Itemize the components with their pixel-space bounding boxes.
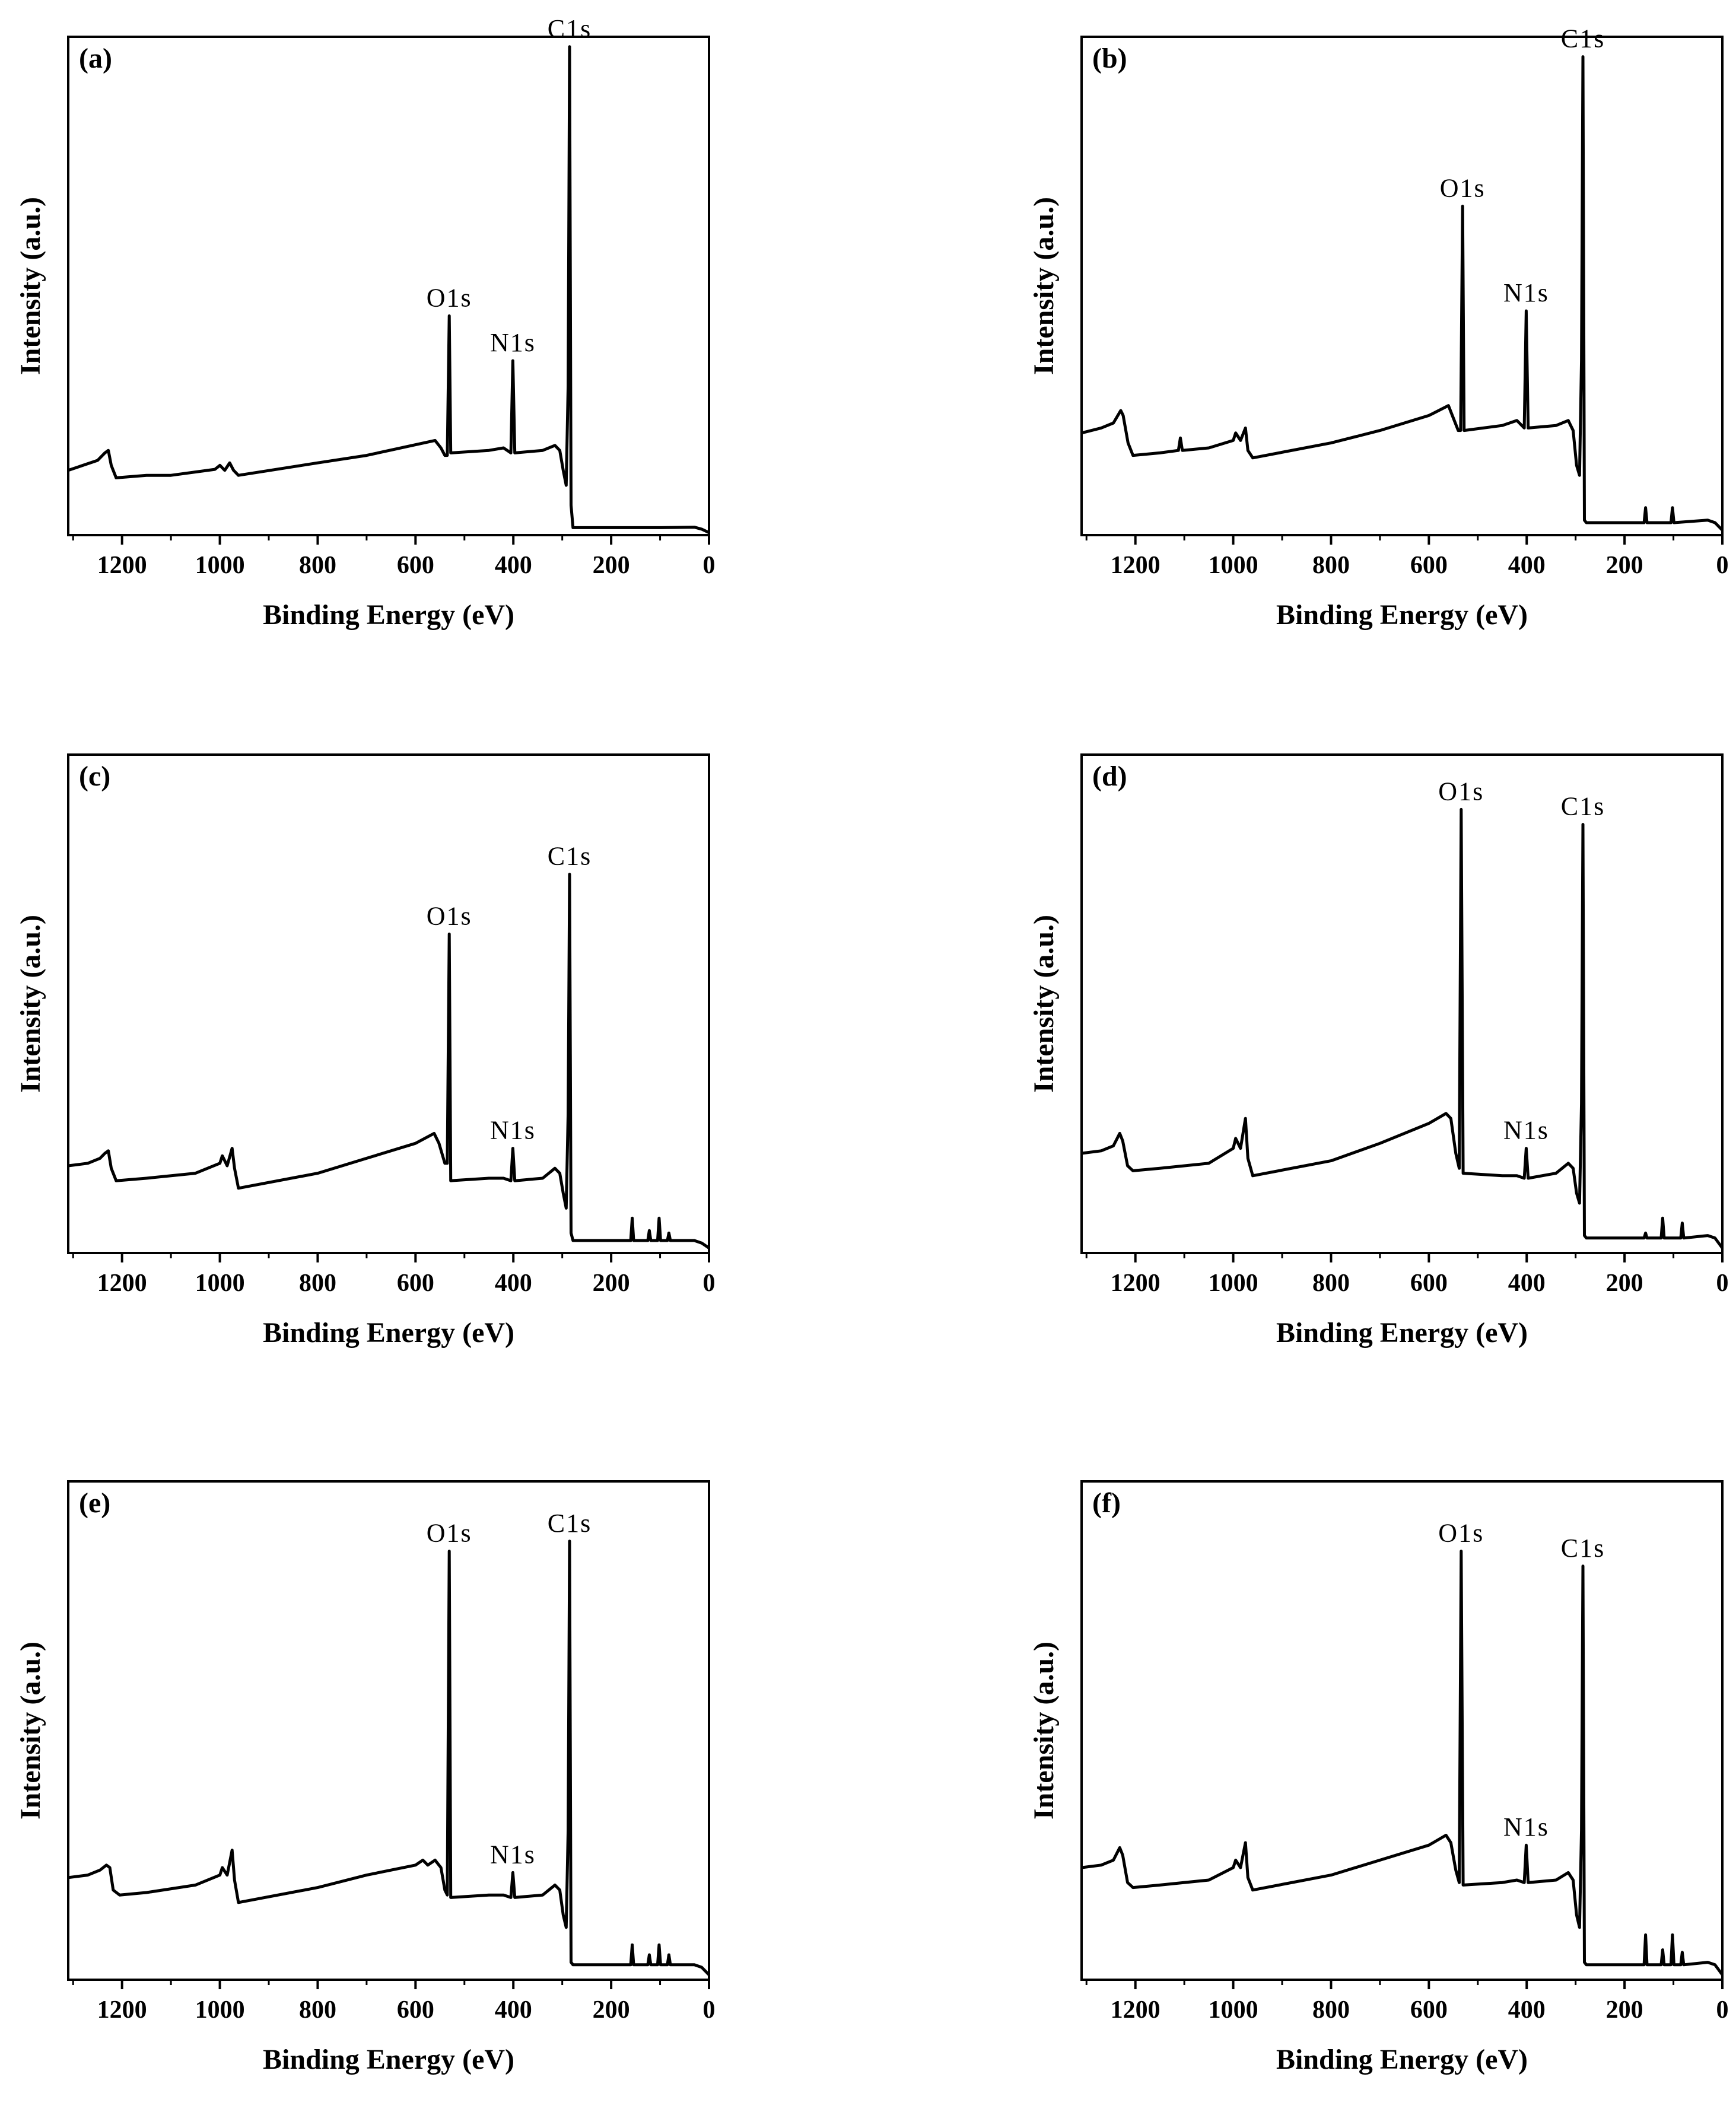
peak-label-c1s: C1s [1561, 1534, 1605, 1563]
x-tick-label: 0 [1716, 552, 1729, 579]
peak-label-c1s: C1s [548, 1509, 592, 1538]
x-tick-label: 800 [1312, 1270, 1350, 1297]
chart-panel: 1200 1000 800 600 400 200 0 (e) C1s O1s N1s Binding… [15, 1480, 716, 2075]
x-tick-label: 200 [593, 1996, 630, 2024]
x-axis-label: Binding Energy (eV) [263, 2044, 514, 2075]
x-tick-label: 800 [299, 1996, 336, 2024]
spectrum-line [1081, 807, 1724, 1249]
chart-panel: 1200 1000 800 600 400 200 0 (d) C1s O1s N1s Binding… [1028, 753, 1729, 1348]
x-axis-label: Binding Energy (eV) [1276, 599, 1528, 631]
y-axis-label: Intensity (a.u.) [1028, 197, 1060, 375]
plot-frame [67, 36, 710, 536]
peak-label-c1s: C1s [548, 842, 592, 871]
peak-label-n1s: N1s [490, 1840, 536, 1869]
x-tick-label: 400 [1508, 1996, 1546, 2024]
x-tick-label: 1200 [97, 1996, 147, 2024]
x-tick-label: 200 [1606, 552, 1643, 579]
peak-label-n1s: N1s [1503, 1812, 1549, 1842]
spectrum-line [68, 873, 710, 1249]
panel-label: (a) [79, 43, 112, 74]
x-tick-label: 400 [1508, 1270, 1546, 1297]
x-tick-label: 600 [1410, 1996, 1448, 2024]
x-tick-label: 600 [397, 552, 434, 579]
x-tick-label: 200 [1606, 1270, 1643, 1297]
y-axis-label: Intensity (a.u.) [15, 197, 46, 375]
panel-label: (e) [79, 1487, 110, 1519]
x-tick-label: 400 [495, 552, 532, 579]
x-tick-label: 0 [703, 1996, 716, 2024]
x-tick-label: 400 [1508, 552, 1546, 579]
x-tick-label: 0 [1716, 1996, 1729, 2024]
x-tick-label: 0 [703, 1270, 716, 1297]
x-tick-label: 400 [495, 1270, 532, 1297]
plot-frame [67, 753, 710, 1254]
peak-label-n1s: N1s [490, 328, 536, 357]
x-tick-label: 1000 [195, 1996, 245, 2024]
x-tick-label: 200 [1606, 1996, 1643, 2024]
peak-label-c1s: C1s [1561, 792, 1605, 821]
plot-frame [67, 1480, 710, 1981]
x-tick-label: 1000 [195, 552, 245, 579]
x-tick-label: 800 [1312, 552, 1350, 579]
x-tick-label: 1000 [195, 1270, 245, 1297]
peak-label-n1s: N1s [1503, 1116, 1549, 1145]
x-tick-label: 200 [593, 552, 630, 579]
x-axis-label: Binding Energy (eV) [263, 599, 514, 631]
chart-panel: 1200 1000 800 600 400 200 0 (a) C1s O1s N1s Binding… [15, 14, 716, 631]
x-axis-label: Binding Energy (eV) [1276, 1317, 1528, 1348]
x-axis-label: Binding Energy (eV) [1276, 2044, 1528, 2075]
panel-label: (d) [1092, 761, 1127, 792]
x-tick-label: 1200 [1111, 1996, 1160, 2024]
x-tick-label: 800 [1312, 1996, 1350, 2024]
peak-label-o1s: O1s [427, 901, 472, 930]
x-axis-label: Binding Energy (eV) [263, 1317, 514, 1348]
peak-label-o1s: O1s [1438, 777, 1484, 806]
peak-label-o1s: O1s [1438, 1519, 1484, 1548]
spectrum-line [1081, 55, 1724, 532]
spectrum-line [1081, 1550, 1724, 1976]
spectrum-line [68, 1540, 710, 1976]
x-tick-label: 800 [299, 552, 336, 579]
y-axis-label: Intensity (a.u.) [15, 915, 46, 1093]
chart-panel: 1200 1000 800 600 400 200 0 (f) C1s O1s N1s Binding… [1028, 1480, 1729, 2075]
y-axis-label: Intensity (a.u.) [1028, 1642, 1060, 1820]
peak-label-n1s: N1s [1503, 278, 1549, 307]
plot-frame [1080, 753, 1724, 1254]
peak-label-o1s: O1s [427, 283, 472, 312]
x-tick-label: 0 [703, 552, 716, 579]
x-tick-label: 1000 [1209, 1270, 1258, 1297]
x-tick-label: 1000 [1209, 1996, 1258, 2024]
y-axis-label: Intensity (a.u.) [1028, 915, 1060, 1093]
panel-label: (c) [79, 761, 110, 792]
peak-label-c1s: C1s [548, 14, 592, 43]
x-tick-label: 1200 [1111, 552, 1160, 579]
peak-label-o1s: O1s [1440, 174, 1486, 203]
x-tick-label: 600 [397, 1996, 434, 2024]
x-tick-label: 1200 [97, 1270, 147, 1297]
plot-frame [1080, 1480, 1724, 1981]
spectrum-line [68, 45, 710, 535]
x-tick-label: 600 [1410, 552, 1448, 579]
peak-label-o1s: O1s [427, 1519, 472, 1548]
chart-panel: 1200 1000 800 600 400 200 0 (b) C1s O1s N1s Binding… [1028, 24, 1729, 631]
peak-label-n1s: N1s [490, 1116, 536, 1145]
y-axis-label: Intensity (a.u.) [15, 1642, 46, 1820]
x-tick-label: 1000 [1209, 552, 1258, 579]
panel-label: (b) [1092, 43, 1127, 74]
x-tick-label: 800 [299, 1270, 336, 1297]
x-tick-label: 600 [1410, 1270, 1448, 1297]
peak-label-c1s: C1s [1561, 24, 1605, 53]
x-tick-label: 0 [1716, 1270, 1729, 1297]
x-tick-label: 200 [593, 1270, 630, 1297]
x-tick-label: 1200 [97, 552, 147, 579]
chart-panel: 1200 1000 800 600 400 200 0 (c) C1s O1s N1s Binding… [15, 753, 716, 1348]
x-tick-label: 1200 [1111, 1270, 1160, 1297]
x-tick-label: 600 [397, 1270, 434, 1297]
panel-label: (f) [1092, 1487, 1121, 1519]
x-tick-label: 400 [495, 1996, 532, 2024]
plot-frame [1080, 36, 1724, 536]
